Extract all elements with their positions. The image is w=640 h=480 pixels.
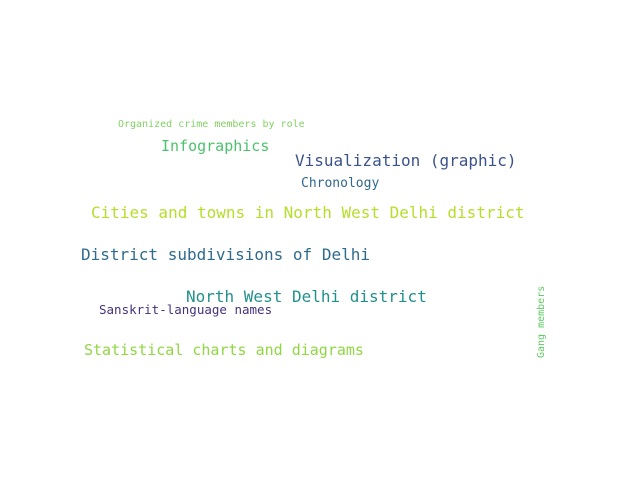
word-cities-and-towns: Cities and towns in North West Delhi dis…	[91, 203, 525, 222]
word-infographics: Infographics	[161, 137, 270, 155]
word-statistical-charts-and-diagrams: Statistical charts and diagrams	[84, 341, 364, 359]
word-visualization-graphic: Visualization (graphic)	[295, 151, 517, 170]
word-north-west-delhi-district: North West Delhi district	[186, 287, 427, 306]
word-district-subdivisions: District subdivisions of Delhi	[81, 245, 370, 264]
word-chronology: Chronology	[301, 176, 380, 191]
word-gang-members: Gang members	[536, 285, 547, 358]
word-sanskrit-language-names: Sanskrit-language names	[99, 302, 273, 317]
word-organized-crime-members-by-role: Organized crime members by role	[118, 119, 305, 130]
